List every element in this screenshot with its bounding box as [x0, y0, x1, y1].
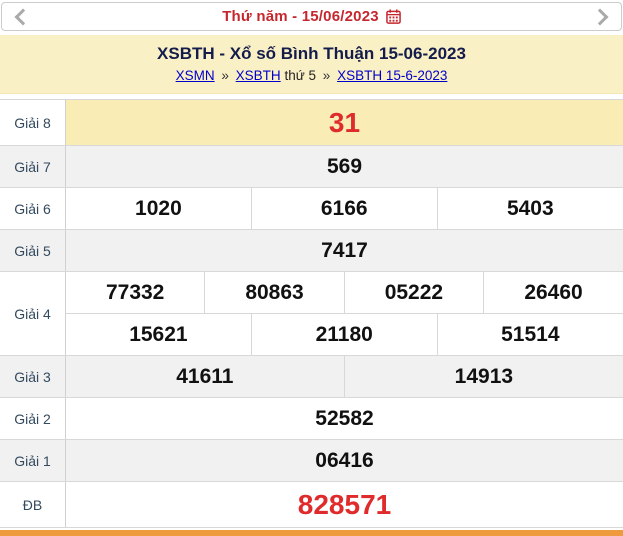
prize-value: 06416 — [66, 440, 623, 482]
prize-value: 6166 — [251, 188, 437, 230]
prize-label: Giải 6 — [0, 188, 66, 230]
breadcrumb-link-xsbth-date[interactable]: XSBTH 15-6-2023 — [337, 68, 447, 83]
prize-label: Giải 5 — [0, 230, 66, 272]
prize-value: 31 — [66, 100, 623, 146]
calendar-icon[interactable] — [386, 9, 401, 24]
previous-day-button[interactable] — [4, 3, 38, 30]
date-navigation-bar: Thứ năm - 15/06/2023 — [1, 2, 622, 31]
breadcrumb-text: thứ 5 — [284, 68, 316, 83]
breadcrumb-separator: » — [221, 68, 229, 83]
prize-value: 828571 — [66, 482, 623, 528]
next-day-button[interactable] — [585, 3, 619, 30]
prize-value: 14913 — [344, 356, 623, 398]
breadcrumb-separator: » — [323, 68, 331, 83]
prize-label: Giải 2 — [0, 398, 66, 440]
page-title: XSBTH - Xổ số Bình Thuận 15-06-2023 — [0, 44, 623, 64]
prize-label: Giải 1 — [0, 440, 66, 482]
prize-value: 569 — [66, 146, 623, 188]
prize-value: 51514 — [437, 314, 623, 356]
prize-value: 15621 — [66, 314, 252, 356]
bottom-orange-bar — [0, 530, 623, 536]
chevron-left-icon — [15, 8, 32, 25]
prize-value: 5403 — [437, 188, 623, 230]
prize-value: 41611 — [66, 356, 345, 398]
prize-label: ĐB — [0, 482, 66, 528]
breadcrumb-link-xsmn[interactable]: XSMN — [176, 68, 215, 83]
current-date[interactable]: Thứ năm - 15/06/2023 — [222, 8, 401, 25]
prize-label: Giải 7 — [0, 146, 66, 188]
breadcrumb: XSMN » XSBTH thứ 5 » XSBTH 15-6-2023 — [0, 68, 623, 83]
prize-label: Giải 8 — [0, 100, 66, 146]
prize-value: 26460 — [484, 272, 623, 314]
prize-value: 52582 — [66, 398, 623, 440]
prize-value: 05222 — [344, 272, 483, 314]
prize-label: Giải 3 — [0, 356, 66, 398]
prize-value: 77332 — [66, 272, 205, 314]
page-header: XSBTH - Xổ số Bình Thuận 15-06-2023 XSMN… — [0, 35, 623, 94]
prize-label: Giải 4 — [0, 272, 66, 356]
date-text: Thứ năm - 15/06/2023 — [222, 8, 379, 25]
prize-value: 80863 — [205, 272, 344, 314]
chevron-right-icon — [592, 8, 609, 25]
prize-value: 1020 — [66, 188, 252, 230]
breadcrumb-link-xsbth[interactable]: XSBTH — [236, 68, 281, 83]
prize-value: 21180 — [251, 314, 437, 356]
prize-value: 7417 — [66, 230, 623, 272]
